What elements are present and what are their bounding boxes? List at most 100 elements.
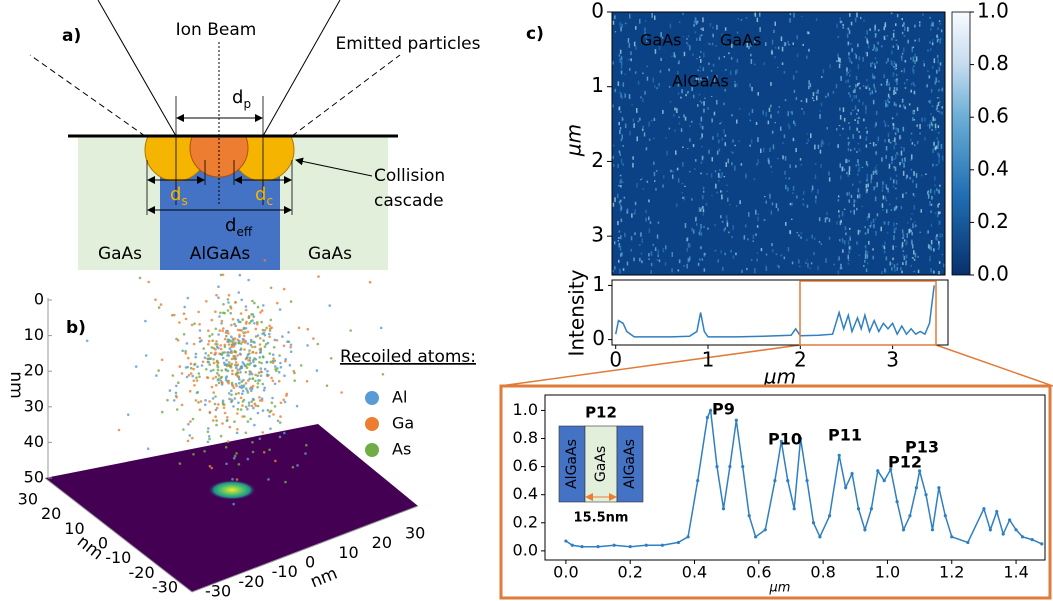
y-tick-label: 0.8 — [513, 428, 538, 447]
atom — [202, 347, 205, 350]
heatmap-pixel — [732, 225, 734, 230]
heatmap-pixel — [886, 187, 888, 190]
heatmap-pixel — [657, 221, 660, 224]
heatmap-pixel — [932, 163, 934, 167]
heatmap-pixel — [678, 21, 681, 23]
atom — [237, 401, 240, 405]
heatmap-pixel — [724, 27, 727, 31]
heatmap-pixel — [893, 158, 896, 160]
heatmap-pixel — [902, 170, 905, 176]
heatmap-pixel — [893, 86, 896, 92]
heatmap-pixel — [656, 234, 659, 239]
heatmap-pixel — [844, 226, 847, 231]
atom — [246, 353, 250, 357]
heatmap-pixel — [902, 126, 905, 132]
heatmap-pixel — [893, 72, 895, 75]
heatmap-pixel — [872, 248, 874, 251]
heatmap-pixel — [909, 176, 911, 180]
atom — [178, 321, 181, 324]
heatmap-pixel — [700, 77, 702, 81]
heatmap-pixel — [869, 225, 872, 228]
heatmap-pixel — [916, 124, 918, 127]
heatmap-pixel — [873, 75, 876, 80]
heatmap-pixel — [778, 106, 780, 108]
heatmap-pixel — [880, 83, 883, 86]
heatmap-pixel — [912, 257, 914, 259]
heatmap-pixel — [871, 62, 874, 65]
atom — [241, 389, 245, 393]
heatmap-pixel — [814, 199, 817, 204]
heatmap-pixel — [802, 203, 805, 206]
atom — [229, 365, 233, 369]
heatmap-pixel — [769, 193, 771, 199]
atom — [220, 322, 223, 325]
heatmap-pixel — [806, 259, 808, 261]
atom — [272, 346, 276, 349]
heatmap-pixel — [888, 82, 890, 87]
heatmap-pixel — [621, 252, 623, 254]
heatmap-pixel — [812, 92, 815, 97]
heatmap-pixel — [726, 190, 728, 192]
heatmap-pixel — [771, 171, 774, 173]
heatmap-pixel — [901, 245, 903, 249]
heatmap-pixel — [893, 222, 895, 227]
point — [966, 540, 970, 545]
heatmap-pixel — [906, 174, 908, 178]
heatmap-pixel — [735, 252, 737, 256]
heatmap-pixel — [720, 250, 722, 254]
heatmap-pixel — [655, 188, 657, 191]
heatmap-pixel — [856, 151, 858, 153]
heatmap-pixel — [683, 114, 685, 118]
heatmap-pixel — [882, 181, 884, 185]
heatmap-pixel — [707, 107, 709, 110]
heatmap-pixel — [644, 31, 646, 35]
emit-line — [291, 54, 401, 137]
legend-label: Al — [392, 388, 407, 407]
heatmap-pixel — [866, 188, 868, 192]
heatmap-pixel — [858, 148, 861, 152]
heatmap-pixel — [835, 84, 838, 89]
y-tick-label: 0.0 — [513, 540, 538, 559]
legend-label: Ga — [392, 414, 414, 433]
atom — [217, 374, 221, 377]
atom — [260, 399, 264, 402]
atom — [230, 400, 233, 404]
atom — [192, 453, 195, 456]
atom — [233, 454, 237, 458]
heatmap-pixel — [930, 223, 933, 227]
heatmap-pixel — [717, 259, 719, 263]
heatmap-pixel — [933, 189, 936, 195]
heatmap-pixel — [701, 195, 703, 197]
heatmap-pixel — [848, 166, 851, 171]
heatmap-pixel — [896, 128, 898, 131]
atom — [283, 400, 287, 404]
heatmap-pixel — [633, 123, 635, 128]
atom — [203, 356, 207, 360]
atom — [191, 374, 194, 378]
heatmap-pixel — [937, 152, 939, 156]
heatmap-pixel — [850, 112, 852, 115]
heatmap-pixel — [883, 26, 885, 31]
heatmap-pixel — [923, 63, 925, 67]
heatmap-pixel — [840, 263, 842, 267]
heatmap-pixel — [724, 252, 726, 256]
atom — [287, 331, 290, 334]
heatmap-pixel — [921, 174, 923, 177]
atom — [201, 360, 205, 364]
atom — [282, 398, 286, 402]
heatmap-pixel — [749, 119, 752, 122]
heatmap-pixel — [854, 88, 856, 93]
atom — [250, 313, 253, 316]
heatmap-pixel — [817, 89, 819, 94]
heatmap-pixel — [629, 68, 631, 71]
heatmap-pixel — [825, 258, 827, 263]
heatmap-pixel — [658, 259, 661, 263]
heatmap-pixel — [849, 73, 851, 78]
atom — [211, 419, 215, 422]
heatmap-pixel — [738, 107, 741, 110]
heatmap-pixel — [630, 51, 632, 56]
heatmap-pixel — [700, 116, 703, 122]
heatmap-pixel — [940, 37, 942, 40]
